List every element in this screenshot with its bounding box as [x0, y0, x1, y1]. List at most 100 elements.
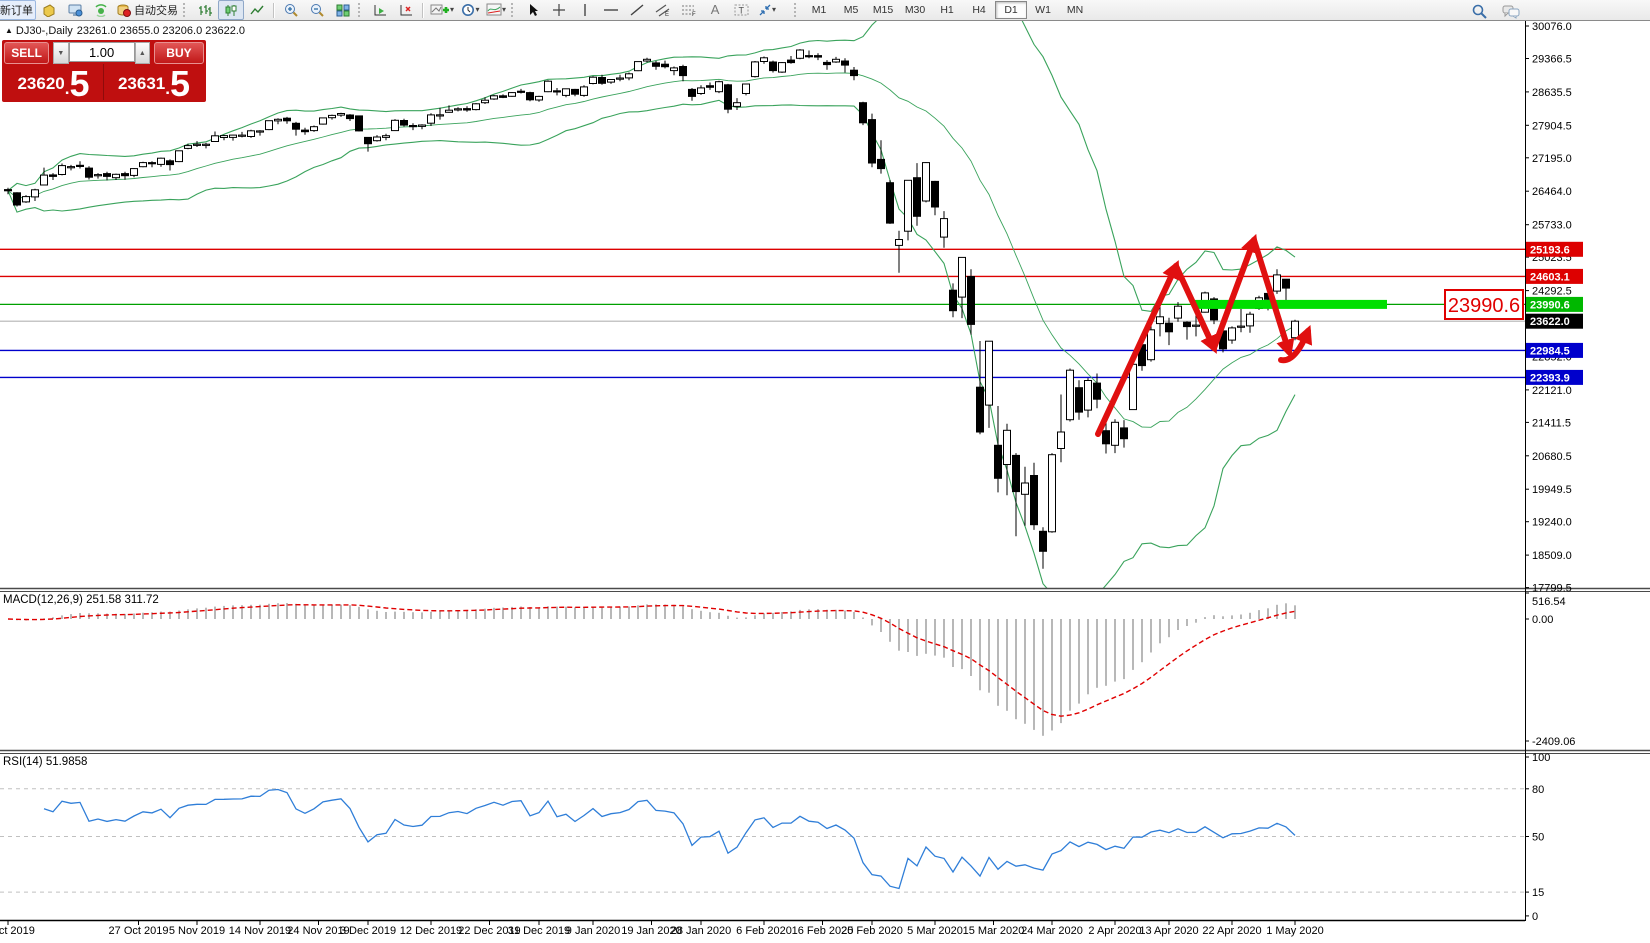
svg-text:17799.5: 17799.5	[1532, 583, 1572, 595]
svg-text:28635.5: 28635.5	[1532, 87, 1572, 99]
ohlc-readout: 23261.0 23655.0 23206.0 23622.0	[76, 25, 245, 37]
equidistant-channel-icon[interactable]: E	[650, 0, 676, 20]
fibonacci-icon[interactable]: F	[676, 0, 702, 20]
new-order-label: 新订单	[0, 5, 33, 17]
timeframe-d1[interactable]: D1	[995, 1, 1028, 19]
one-click-collapse-icon[interactable]: ▲	[5, 26, 13, 35]
svg-text:19240.0: 19240.0	[1532, 517, 1572, 529]
timeframe-group: M1 M5 M15 M30 H1 H4 D1 W1 MN	[803, 1, 1091, 19]
svg-text:30076.0: 30076.0	[1532, 21, 1572, 33]
svg-text:27195.0: 27195.0	[1532, 153, 1572, 165]
svg-text:19949.5: 19949.5	[1532, 484, 1572, 496]
svg-text:15: 15	[1532, 887, 1544, 899]
svg-text:26464.0: 26464.0	[1532, 186, 1572, 198]
timeframe-m30[interactable]: M30	[904, 4, 926, 16]
svg-text:25193.6: 25193.6	[1530, 244, 1570, 256]
volume-input[interactable]	[68, 42, 135, 62]
svg-text:22984.5: 22984.5	[1530, 345, 1570, 357]
svg-text:27904.5: 27904.5	[1532, 120, 1572, 132]
svg-text:E: E	[665, 12, 669, 17]
arrows-tool-icon[interactable]: ▾	[754, 0, 780, 20]
signals-icon[interactable]	[88, 0, 114, 20]
data-window-icon[interactable]	[62, 0, 88, 20]
chat-icon[interactable]	[1498, 1, 1524, 21]
svg-text:MACD(12,26,9) 251.58 311.72: MACD(12,26,9) 251.58 311.72	[3, 594, 159, 606]
svg-text:-2409.06: -2409.06	[1532, 736, 1575, 748]
svg-text:24603.1: 24603.1	[1530, 271, 1570, 283]
market-watch-icon[interactable]	[36, 0, 62, 20]
svg-text:13 Apr 2020: 13 Apr 2020	[1139, 925, 1198, 937]
toolbar: 新订单 自动交易	[0, 0, 1650, 21]
indicators-icon[interactable]: ▾	[427, 0, 457, 20]
svg-text:24 Nov 2019: 24 Nov 2019	[287, 925, 349, 937]
cursor-icon[interactable]	[520, 0, 546, 20]
svg-text:9 Jan 2020: 9 Jan 2020	[566, 925, 620, 937]
new-order-button[interactable]: 新订单	[0, 0, 36, 20]
crosshair-icon[interactable]	[546, 0, 572, 20]
svg-text:T: T	[738, 6, 744, 16]
toolbar-separator	[273, 2, 275, 18]
chart-shift-icon[interactable]	[393, 0, 419, 20]
svg-text:12 Dec 2019: 12 Dec 2019	[400, 925, 462, 937]
timeframe-h4[interactable]: H4	[972, 4, 986, 16]
vertical-line-icon[interactable]	[572, 0, 598, 20]
autotrading-label: 自动交易	[134, 5, 178, 17]
buy-price-display: 23631. 5	[117, 63, 191, 104]
volume-decrease-button[interactable]: ▼	[53, 42, 69, 64]
timeframe-h1[interactable]: H1	[940, 4, 954, 16]
svg-text:14 Nov 2019: 14 Nov 2019	[229, 925, 291, 937]
one-click-trading-panel: SELL ▼ ▲ BUY 23620.5 23631.5	[2, 40, 206, 102]
auto-scroll-icon[interactable]	[367, 0, 393, 20]
horizontal-line-icon[interactable]	[598, 0, 624, 20]
svg-text:80: 80	[1532, 784, 1544, 796]
toolbar-grip	[358, 3, 365, 17]
periods-icon[interactable]: ▾	[457, 0, 483, 20]
tile-windows-icon[interactable]	[330, 0, 356, 20]
svg-text:20680.5: 20680.5	[1532, 451, 1572, 463]
toolbar-separator	[422, 2, 424, 18]
timeframe-mn[interactable]: MN	[1066, 4, 1084, 16]
buy-button[interactable]: BUY	[153, 42, 204, 64]
periods-dropdown-arrow: ▾	[475, 5, 480, 14]
svg-text:23990.6: 23990.6	[1530, 299, 1570, 311]
toolbar-grip	[183, 3, 190, 17]
svg-text:5 Mar 2020: 5 Mar 2020	[907, 925, 963, 937]
search-icon[interactable]	[1466, 1, 1492, 21]
svg-text:RSI(14) 51.9858: RSI(14) 51.9858	[3, 756, 87, 768]
symbol-period-label: DJ30-,Daily	[15, 25, 73, 37]
svg-text:3 Dec 2019: 3 Dec 2019	[340, 925, 396, 937]
zoom-in-icon[interactable]	[278, 0, 304, 20]
chart-title: ▲ DJ30-,Daily 23261.0 23655.0 23206.0 2362…	[5, 25, 249, 37]
svg-text:24292.5: 24292.5	[1532, 286, 1572, 298]
timeframe-m1[interactable]: M1	[811, 4, 827, 16]
svg-text:1 May 2020: 1 May 2020	[1266, 925, 1323, 937]
trendline-icon[interactable]	[624, 0, 650, 20]
svg-text:25733.0: 25733.0	[1532, 220, 1572, 232]
svg-text:22121.0: 22121.0	[1532, 385, 1572, 397]
timeframe-m5[interactable]: M5	[843, 4, 859, 16]
templates-icon[interactable]: ▾	[483, 0, 509, 20]
svg-text:7 Oct 2019: 7 Oct 2019	[0, 925, 35, 937]
line-chart-type-icon[interactable]	[244, 0, 270, 20]
text-icon[interactable]: A	[710, 2, 720, 17]
timeframe-w1[interactable]: W1	[1035, 4, 1051, 16]
svg-text:0: 0	[1532, 911, 1538, 923]
bar-chart-type-icon[interactable]	[192, 0, 218, 20]
svg-text:21411.5: 21411.5	[1532, 417, 1571, 429]
zoom-out-icon[interactable]	[304, 0, 330, 20]
sell-button[interactable]: SELL	[4, 42, 50, 64]
svg-text:27 Oct 2019: 27 Oct 2019	[109, 925, 169, 937]
svg-text:28 Jan 2020: 28 Jan 2020	[671, 925, 732, 937]
svg-text:F: F	[692, 12, 696, 17]
timeframe-m15[interactable]: M15	[872, 4, 894, 16]
volume-increase-button[interactable]: ▲	[134, 42, 151, 64]
toolbar-grip	[511, 3, 518, 17]
svg-text:5 Nov 2019: 5 Nov 2019	[169, 925, 225, 937]
svg-text:22 Apr 2020: 22 Apr 2020	[1202, 925, 1261, 937]
autotrading-button[interactable]: 自动交易	[114, 0, 181, 20]
text-label-icon[interactable]: T	[728, 0, 754, 20]
svg-text:23622.0: 23622.0	[1530, 316, 1570, 328]
svg-text:22393.9: 22393.9	[1530, 372, 1570, 384]
candlestick-chart-type-icon[interactable]	[218, 0, 244, 20]
